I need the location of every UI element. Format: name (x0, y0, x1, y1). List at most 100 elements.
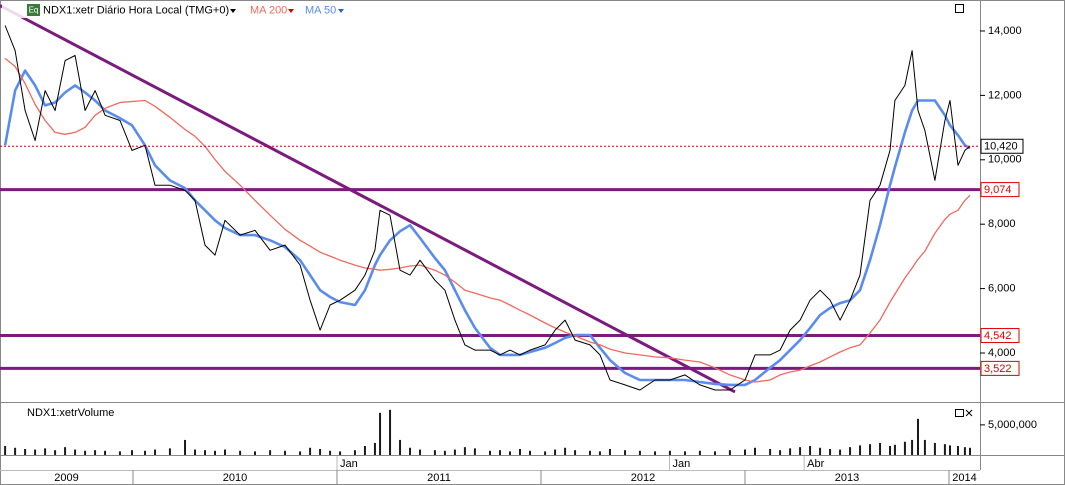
volume-bar (363, 445, 366, 455)
volume-bar (829, 448, 832, 455)
volume-bar (508, 451, 511, 455)
maximize-button[interactable] (955, 4, 964, 13)
volume-bar (154, 449, 157, 455)
volume-bar (453, 449, 456, 455)
legend: Eq NDX1:xetr Diário Hora Local (TMG+0) M… (2, 2, 357, 18)
volume-bar (473, 448, 476, 455)
volume-bar (399, 439, 402, 455)
volume-bar (916, 418, 919, 455)
volume-bar (668, 450, 671, 455)
volume-title: NDX1:xetrVolume (27, 407, 114, 419)
volume-bar (654, 451, 657, 455)
volume-bar (34, 449, 37, 455)
legend-background (2, 2, 357, 18)
badge (27, 4, 40, 16)
volume-bar (574, 450, 577, 455)
level-label-box (980, 328, 1020, 344)
volume-bar (74, 449, 77, 455)
volume-bar (564, 447, 567, 455)
volume-bar (463, 447, 466, 455)
plot-area (0, 4, 980, 394)
close-button[interactable] (965, 409, 973, 417)
volume-bar (433, 450, 436, 455)
volume-bar (299, 451, 302, 455)
volume-bar (168, 448, 171, 455)
volume-bar (489, 450, 491, 455)
volume-bar (799, 447, 802, 455)
y-tick-label: 4,000 (988, 347, 1016, 359)
volume-bar (419, 449, 422, 455)
volume-bar (269, 450, 272, 455)
volume-bar (933, 442, 936, 455)
volume-bar (518, 448, 521, 455)
volume-bar (588, 450, 591, 455)
last-price-box (980, 138, 1024, 154)
volume-bar (329, 450, 332, 455)
volume-bar (544, 451, 547, 455)
legend-entry[interactable]: MA 200 (250, 4, 287, 16)
volume-bar (214, 450, 217, 455)
volume-bar (849, 447, 852, 455)
volume-bar (144, 450, 147, 455)
volume-bar (879, 442, 882, 455)
volume-bar (104, 450, 107, 455)
volume-bar (893, 444, 896, 455)
volume-bar (498, 450, 501, 455)
volume-bar (373, 442, 376, 455)
chart-title: NDX1:xetr Diário Hora Local (TMG+0) (43, 4, 229, 16)
volume-bar (379, 412, 382, 455)
volume-bar (389, 409, 392, 455)
y-tick-label: 5,000,000 (988, 419, 1037, 431)
dropdown-icon[interactable] (338, 9, 344, 13)
volume-bar (283, 450, 286, 455)
volume-bar (44, 448, 47, 455)
x-tick-label: 2011 (427, 472, 451, 484)
volume-bar (809, 445, 812, 455)
badge-text: Eq (29, 6, 39, 15)
volume-bar (963, 447, 966, 455)
volume-bar (728, 450, 731, 455)
volume-bar (224, 449, 227, 455)
y-tick-label: 10,000 (988, 154, 1022, 166)
volume-bar (253, 451, 256, 455)
volume-bar (319, 448, 322, 455)
volume-bar (608, 448, 611, 455)
volume-bar (184, 439, 187, 455)
volume-bar (54, 450, 57, 455)
volume-bar (839, 449, 842, 455)
trendline (0, 4, 736, 394)
volume-bar (714, 451, 717, 455)
volume-bar (84, 450, 87, 455)
maximize-button[interactable] (955, 409, 964, 417)
volume-bar (339, 451, 342, 455)
volume-bar (903, 441, 906, 455)
x-tick-label: 2014 (952, 472, 976, 484)
y-tick-label: 12,000 (988, 89, 1022, 101)
last-price-label: 10,420 (984, 141, 1018, 153)
dropdown-icon[interactable] (230, 9, 236, 13)
volume-bar (64, 447, 67, 455)
dropdown-icon[interactable] (288, 9, 294, 13)
volume-bar (14, 447, 17, 455)
volume-bar (4, 445, 7, 455)
legend-entry[interactable]: MA 50 (305, 4, 336, 16)
level-label: 9,074 (984, 184, 1012, 196)
volume-bar (118, 451, 121, 455)
x-tick-label: 2010 (223, 472, 247, 484)
volume-bar (859, 445, 862, 455)
volume-bar (194, 449, 197, 455)
volume-bar (969, 447, 972, 455)
level-label: 4,542 (984, 330, 1012, 342)
volume-bar (624, 450, 627, 455)
volume-bar (353, 450, 356, 455)
volume-bar (819, 447, 822, 455)
volume-bar (528, 450, 531, 455)
volume-bar (309, 447, 312, 455)
volume-bar (889, 445, 892, 455)
volume-bar (956, 445, 959, 455)
level-label: 3,522 (984, 363, 1012, 375)
volume-bar (923, 439, 926, 455)
y-tick-label: 6,000 (988, 282, 1016, 294)
